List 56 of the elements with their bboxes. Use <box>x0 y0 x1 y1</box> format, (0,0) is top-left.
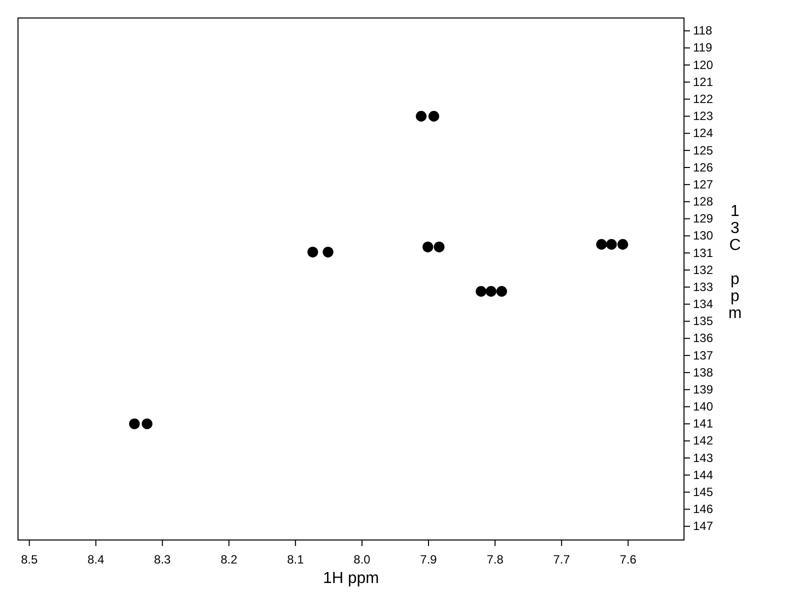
y-tick-label: 130 <box>693 228 714 243</box>
y-tick-label: 141 <box>693 416 714 431</box>
point <box>496 286 508 297</box>
y-tick-label: 122 <box>693 92 714 106</box>
y-tick-label: 133 <box>693 280 714 294</box>
y-tick-label: 132 <box>693 262 714 277</box>
point <box>142 418 152 430</box>
y-tick-label: 142 <box>693 434 714 448</box>
x-tick-label: 7.7 <box>553 552 570 566</box>
y-tick-label: 137 <box>693 348 714 362</box>
x-tick-label: 8.0 <box>354 552 371 566</box>
y-tick-label: 143 <box>693 450 714 465</box>
y-tick-label: 145 <box>693 484 714 499</box>
y-tick-label: 139 <box>693 382 714 396</box>
y-tick-label: 120 <box>693 58 714 72</box>
point <box>428 110 440 122</box>
x-tick-label: 8.1 <box>287 552 304 566</box>
y-axis-title: 13C ppm <box>728 203 742 322</box>
point <box>307 246 318 258</box>
y-tick-label: 131 <box>693 246 714 260</box>
x-tick-label: 7.6 <box>620 552 637 566</box>
y-tick-label: 119 <box>693 40 712 55</box>
point <box>476 286 486 297</box>
x-tick-label: 7.9 <box>420 552 438 566</box>
point <box>596 239 607 250</box>
y-tick-label: 118 <box>693 24 712 38</box>
point <box>486 286 496 297</box>
y-tick-label: 125 <box>693 143 714 158</box>
x-tick-label: 8.4 <box>88 552 105 566</box>
x-axis-title: 1H ppm <box>322 570 380 587</box>
point <box>422 242 434 252</box>
point <box>322 246 334 258</box>
y-tick-label: 126 <box>693 160 714 174</box>
y-tick-label: 134 <box>693 297 714 312</box>
point <box>617 239 628 250</box>
y-tick-label: 140 <box>693 400 714 414</box>
y-tick-label: 128 <box>693 194 714 209</box>
y-tick-label: 129 <box>693 212 714 226</box>
x-tick-label: 7.8 <box>486 552 504 566</box>
y-tick-label: 135 <box>693 314 714 328</box>
x-tick-label: 8.3 <box>154 552 172 566</box>
point <box>129 418 140 430</box>
point <box>416 110 427 122</box>
y-tick-label: 123 <box>693 109 714 124</box>
point <box>606 239 617 250</box>
x-tick-label: 8.2 <box>220 552 238 566</box>
y-tick-label: 127 <box>693 177 714 192</box>
y-tick-label: 124 <box>693 126 714 140</box>
point <box>434 242 445 252</box>
y-tick-label: 146 <box>693 502 714 516</box>
y-tick-label: 138 <box>693 365 714 380</box>
x-tick-label: 8.5 <box>20 552 38 566</box>
y-tick-label: 121 <box>693 74 714 89</box>
y-tick-label: 136 <box>693 331 714 346</box>
y-tick-label: 147 <box>693 519 714 534</box>
y-tick-label: 144 <box>693 468 714 482</box>
